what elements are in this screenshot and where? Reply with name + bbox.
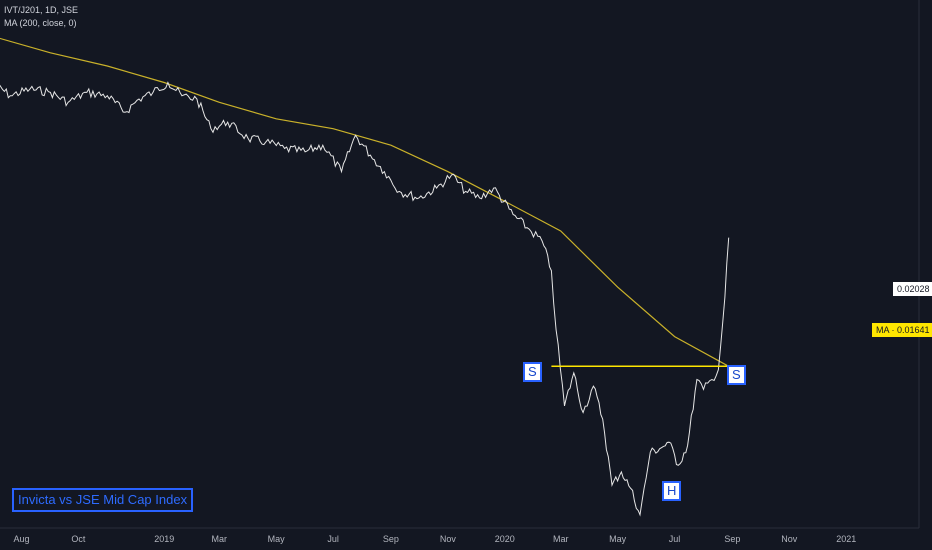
last-price-tag: 0.02028 bbox=[893, 282, 932, 296]
x-tick-label: Jul bbox=[327, 534, 339, 544]
indicator-label: MA (200, close, 0) bbox=[4, 18, 77, 28]
x-tick-label: Sep bbox=[383, 534, 399, 544]
x-tick-label: 2020 bbox=[495, 534, 515, 544]
x-tick-label: May bbox=[268, 534, 286, 544]
x-tick-label: Aug bbox=[13, 534, 29, 544]
x-tick-label: 2019 bbox=[154, 534, 174, 544]
x-tick-label: Sep bbox=[724, 534, 740, 544]
symbol-label: IVT/J201, 1D, JSE bbox=[4, 5, 79, 15]
x-axis: Aug Oct 2019 Mar May Jul Sep Nov 2020 Mar May Jul Se… bbox=[13, 534, 856, 544]
price-line bbox=[0, 81, 730, 517]
ma-price-tag: MA · 0.01641 bbox=[872, 323, 932, 337]
head-label: H bbox=[662, 481, 682, 501]
x-tick-label: Mar bbox=[212, 534, 228, 544]
chart-title-box: Invicta vs JSE Mid Cap Index bbox=[12, 488, 194, 512]
left-shoulder-label: S bbox=[523, 362, 542, 382]
x-tick-label: Nov bbox=[781, 534, 798, 544]
x-tick-label: Nov bbox=[440, 534, 457, 544]
x-tick-label: Mar bbox=[553, 534, 569, 544]
right-shoulder-label: S bbox=[727, 365, 746, 385]
x-tick-label: Jul bbox=[669, 534, 681, 544]
chart-legend: IVT/J201, 1D, JSE MA (200, close, 0) bbox=[4, 4, 78, 30]
x-tick-label: May bbox=[609, 534, 627, 544]
x-tick-label: Oct bbox=[71, 534, 86, 544]
x-tick-label: 2021 bbox=[836, 534, 856, 544]
ma-200-line bbox=[0, 37, 729, 367]
